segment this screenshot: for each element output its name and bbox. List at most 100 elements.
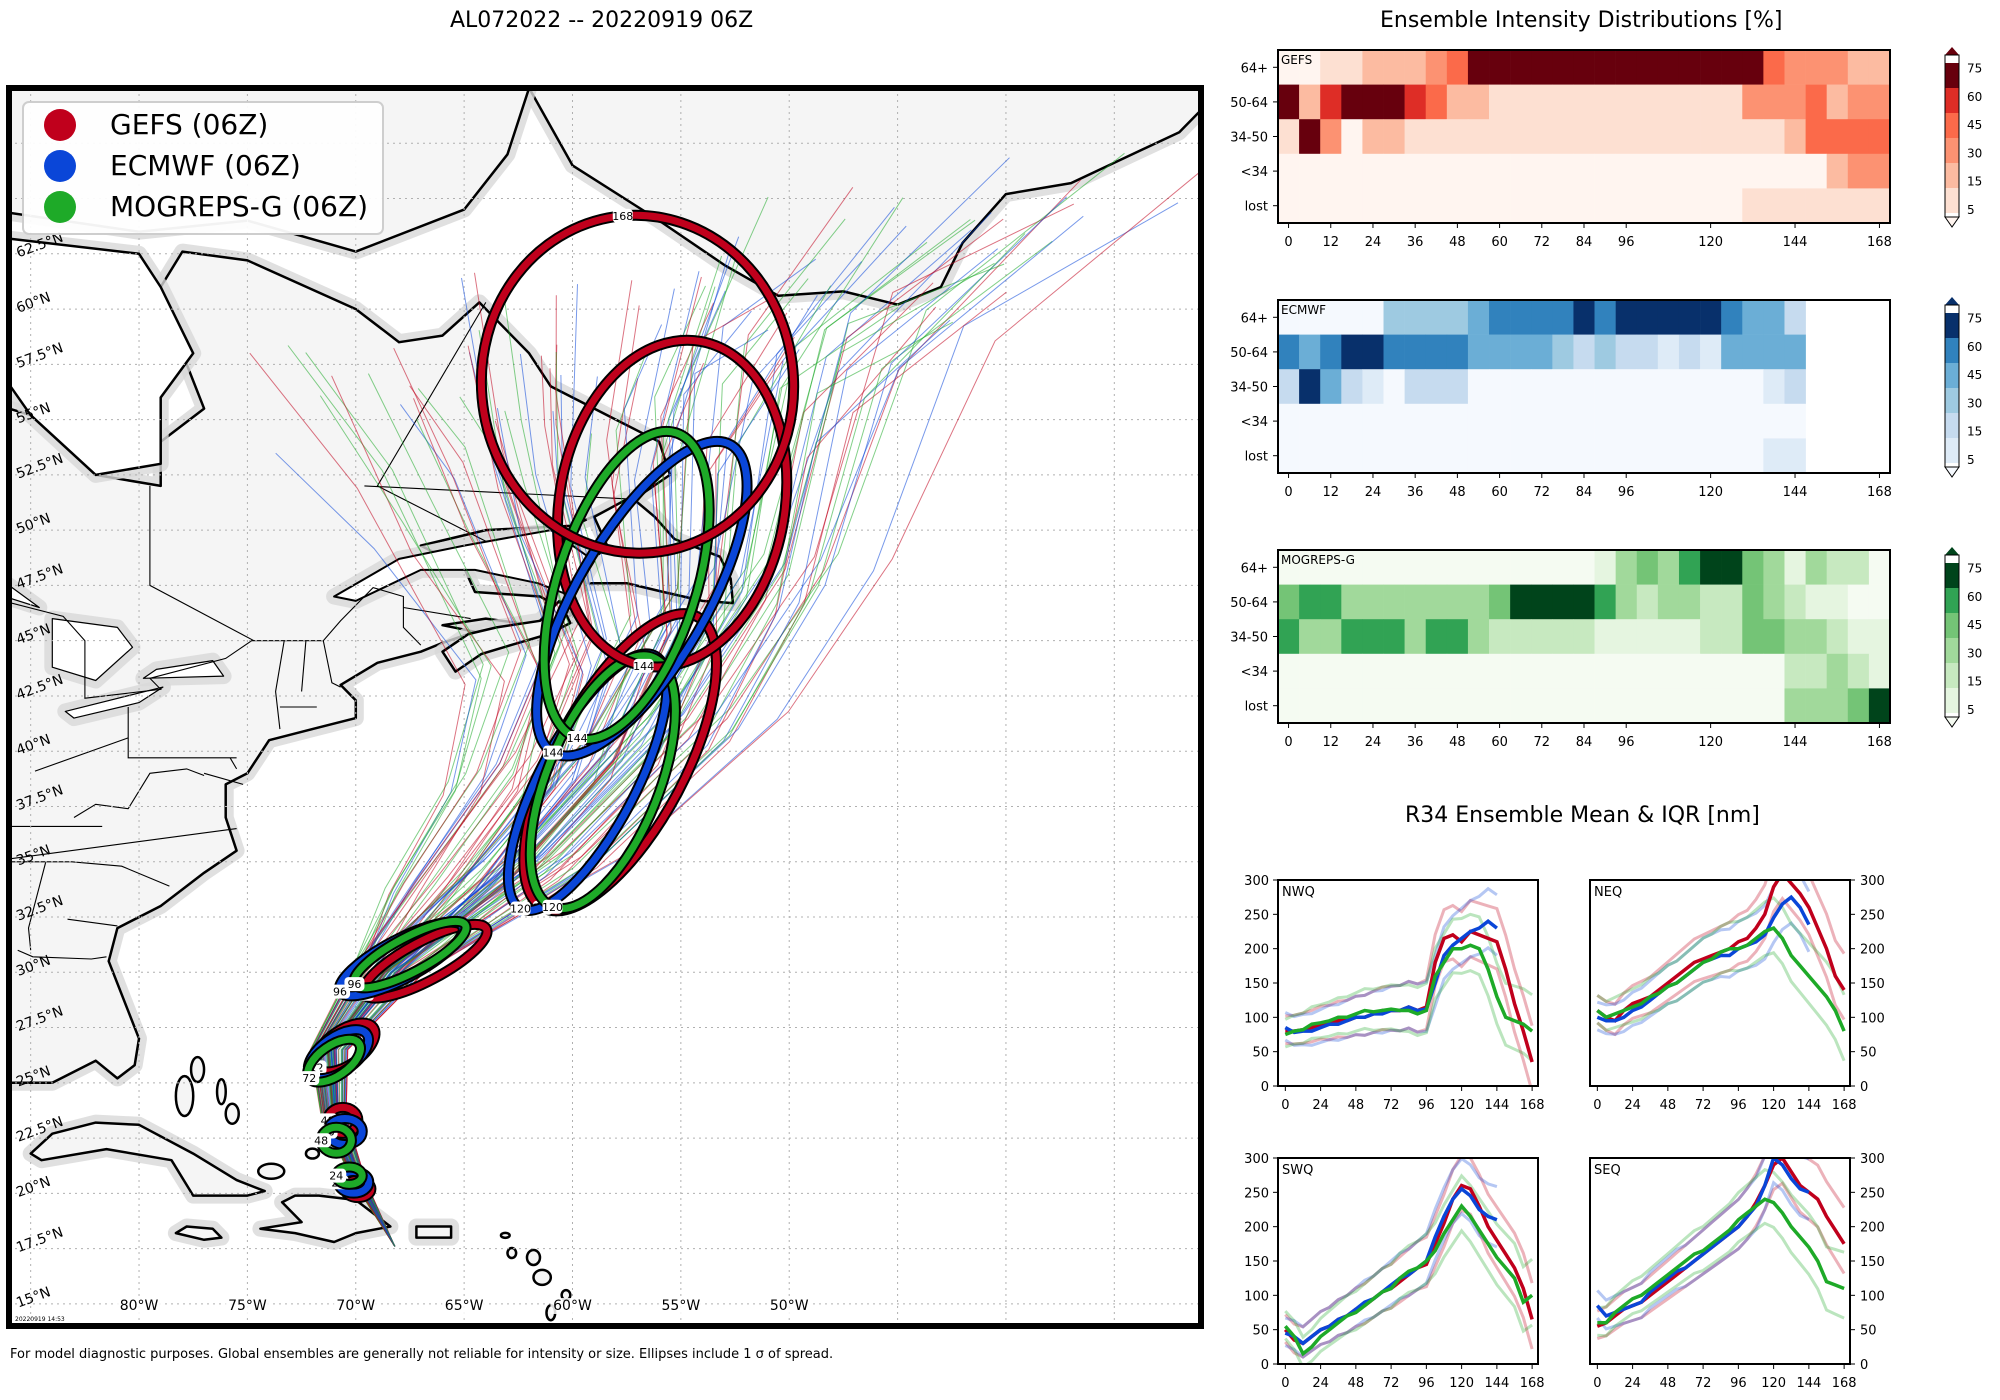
heatmap-cell [1531,334,1553,370]
colorbar-segment [1945,138,1959,163]
heatmap-cell [1678,50,1701,85]
mean-line-mogreps-g [1283,1203,1534,1357]
heatmap-cell [1383,153,1405,189]
heatmap-cell [1425,334,1448,370]
heatmap-cell [1847,550,1870,585]
x-tick-label: 60 [1491,735,1508,750]
heatmap-cell [1510,550,1532,585]
heatmap-cell [1552,403,1574,439]
heatmap-cell [1404,84,1427,120]
heatmap-cell [1784,619,1806,655]
boundary-13 [149,485,255,642]
boundary-1 [9,586,422,699]
heatmap-cell [1362,369,1384,405]
heatmap-cell [1594,153,1616,189]
heatmap-cell [1489,438,1511,474]
heatmap-cell [1299,50,1321,85]
colorbar-segment [1945,363,1959,388]
heatmap-cell [1489,653,1511,689]
heatmap-cell [1489,403,1511,439]
iqr-line-gefs [1596,1158,1846,1313]
heatmap-cell [1362,153,1384,189]
x-tick-label: 72 [1383,1376,1400,1391]
x-tick-label: 60 [1491,485,1508,500]
lon-tick-label: 65°W [442,1298,487,1314]
heatmap-cell [1763,334,1785,370]
x-tick-label: 12 [1322,485,1339,500]
heatmap-cell [1299,438,1321,474]
heatmap-cell [1446,153,1469,189]
legend-marker-0 [44,109,76,141]
legend-marker-2 [44,191,76,223]
heatmap-cell [1552,50,1574,85]
heatmap-cell [1594,619,1616,655]
heatmap-cell [1805,619,1827,655]
heatmap-cell [1467,334,1490,370]
y-tick-label: 200 [1244,943,1269,958]
heatmap-cell [1341,619,1363,655]
heatmap-cell [1383,369,1405,405]
x-tick-label: 168 [1867,735,1892,750]
heatmap-cell [1489,50,1511,85]
heatmap-cell [1362,653,1384,689]
x-tick-label: 84 [1576,235,1593,250]
svg-text:80°W: 80°W [120,1298,159,1314]
y-tick-label: 300 [1860,874,1885,889]
heatmap-cell [1320,653,1342,689]
x-tick-label: 0 [1281,1376,1289,1391]
heatmap-cell [1404,369,1427,405]
heatmap-cell [1700,438,1722,474]
heatmap-cell [1742,550,1764,585]
ellipse-hour-label: 144 [542,747,563,760]
y-tick-label: 300 [1244,874,1269,889]
heatmap-cell [1678,300,1701,335]
heatmap-cell [1678,584,1701,620]
heatmap-cell [1446,584,1469,620]
y-tick-label: 250 [1244,908,1269,923]
heatmap-cell [1531,84,1553,120]
row-label: <34 [1241,415,1268,430]
row-label: 64+ [1241,561,1268,576]
heatmap-cell [1636,153,1659,189]
x-tick-label: 96 [1730,1376,1747,1391]
colorbar-tick-label: 45 [1967,368,1982,382]
heatmap-cell [1299,550,1321,585]
heatmap-cell [1805,688,1827,724]
ellipse-label-144: 144 [542,745,563,760]
x-tick-label: 24 [1624,1376,1641,1391]
x-tick-label: 96 [1730,1098,1747,1113]
heatmap-cell [1615,119,1638,155]
heatmap-cell [1763,438,1785,474]
heatmap-cell [1362,188,1384,224]
x-tick-label: 12 [1322,735,1339,750]
x-tick-label: 72 [1695,1376,1712,1391]
ellipse-label-96: 96 [344,977,365,992]
heatmap-cell [1700,688,1722,724]
heatmap-cell [1847,688,1870,724]
heatmap-cell [1700,653,1722,689]
heatmap-cell [1573,188,1595,224]
land-island-4 [224,1102,240,1125]
heatmap-cell [1404,550,1427,585]
heatmap-cell [1805,584,1827,620]
heatmap-cell [1341,153,1363,189]
heatmap-cell [1510,369,1532,405]
colorbar-tick-label: 30 [1967,646,1982,660]
heatmap-cell [1404,438,1427,474]
x-tick-label: 24 [1365,485,1382,500]
heatmap-cell [1636,119,1659,155]
x-tick-label: 48 [1449,485,1466,500]
heatmap-cell [1362,403,1384,439]
x-tick-label: 24 [1312,1376,1329,1391]
heatmap-cell [1341,300,1363,335]
heatmap-cell [1510,119,1532,155]
x-tick-label: 168 [1867,235,1892,250]
heatmap-cell [1868,550,1891,585]
heatmap-cell [1383,438,1405,474]
heatmap-cell [1320,334,1342,370]
heatmap-cell [1615,584,1638,620]
heatmap-cell [1552,550,1574,585]
heatmap-cell [1678,619,1701,655]
x-tick-label: 120 [1698,735,1723,750]
heatmap-cell [1573,369,1595,405]
